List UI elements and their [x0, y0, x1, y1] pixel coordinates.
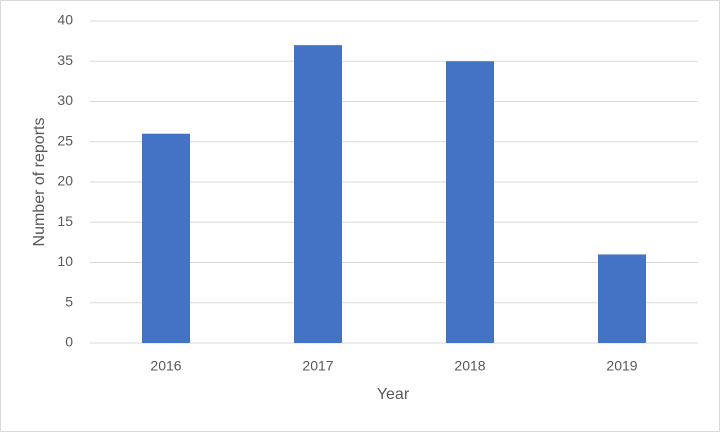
y-tick-label: 35	[57, 52, 73, 68]
x-tick-label: 2017	[302, 358, 333, 374]
y-axis-title: Number of reports	[31, 118, 48, 247]
x-axis-title: Year	[377, 386, 410, 403]
y-tick-label: 10	[57, 253, 73, 269]
bar	[598, 254, 646, 343]
y-tick-label: 40	[57, 12, 73, 28]
x-tick-label: 2018	[454, 358, 485, 374]
y-tick-label: 15	[57, 213, 73, 229]
y-tick-label: 5	[65, 293, 73, 309]
bar	[142, 133, 190, 343]
x-tick-label: 2019	[606, 358, 637, 374]
x-tick-label: 2016	[150, 358, 181, 374]
y-tick-label: 0	[65, 334, 73, 350]
bar	[294, 45, 342, 344]
y-tick-label: 20	[57, 173, 73, 189]
y-tick-label: 25	[57, 132, 73, 148]
bar	[446, 61, 494, 343]
y-tick-label: 30	[57, 92, 73, 108]
